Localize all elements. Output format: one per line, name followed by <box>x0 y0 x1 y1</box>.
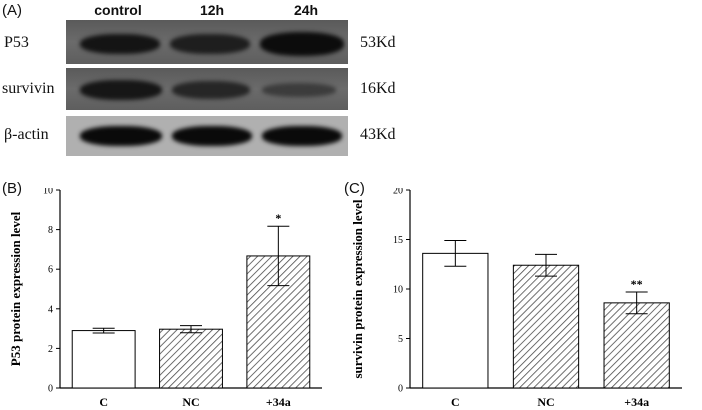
y-tick-label: 0 <box>398 384 403 395</box>
y-tick-label: 0 <box>48 384 53 395</box>
y-tick-label: 5 <box>398 334 403 345</box>
protein-label-survivin: survivin <box>2 80 55 97</box>
x-tick-label: +34a <box>266 395 291 409</box>
lane-label-24h: 24h <box>293 2 319 18</box>
size-label-survivin: 16Kd <box>360 80 396 97</box>
x-tick-label: +34a <box>624 395 649 409</box>
chart-p53: P53 protein expression level 0 2 4 6 8 10 C NC * +… <box>8 188 322 409</box>
y-tick-label: 4 <box>48 304 53 315</box>
band-p53-12h <box>170 34 250 54</box>
band-beta-actin-control <box>80 126 162 146</box>
y-tick-label: 20 <box>393 188 403 197</box>
y-axis-label: survivin protein expression level <box>350 199 365 378</box>
blot-strip-survivin <box>66 68 348 110</box>
significance-marker: * <box>275 211 281 225</box>
band-survivin-12h <box>172 81 250 99</box>
bar-34a <box>603 302 670 389</box>
bar-c <box>71 330 136 389</box>
y-tick-label: 6 <box>48 265 53 276</box>
blot-strip-p53 <box>66 20 348 64</box>
protein-label-beta-actin: β-actin <box>4 126 49 143</box>
protein-label-p53: P53 <box>4 34 29 51</box>
band-survivin-control <box>80 80 162 100</box>
x-tick-label: C <box>99 395 108 409</box>
lane-label-12h: 12h <box>199 2 225 18</box>
size-label-p53: 53Kd <box>360 34 396 51</box>
band-p53-24h <box>260 32 344 56</box>
blot-strip-beta-actin <box>66 116 348 156</box>
y-tick-label: 10 <box>393 285 403 296</box>
panel-a-tag: (A) <box>2 2 22 19</box>
panel-b-tag: (B) <box>2 180 22 197</box>
y-tick-label: 15 <box>393 235 403 246</box>
x-tick-label: C <box>451 395 460 409</box>
bar-nc <box>512 264 580 389</box>
y-tick-label: 2 <box>48 344 53 355</box>
size-label-beta-actin: 43Kd <box>360 126 396 143</box>
y-tick-label: 10 <box>43 188 53 197</box>
bar-c <box>422 252 489 389</box>
x-tick-label: NC <box>182 395 199 409</box>
significance-marker: ** <box>631 277 643 291</box>
y-tick-label: 8 <box>48 225 53 236</box>
band-beta-actin-24h <box>262 126 342 146</box>
band-p53-control <box>80 34 160 54</box>
y-axis-label: P53 protein expression level <box>8 211 23 366</box>
bar-nc <box>159 328 223 389</box>
panel-c-tag: (C) <box>344 180 365 197</box>
lane-label-control: control <box>94 2 142 18</box>
x-tick-label: NC <box>537 395 554 409</box>
chart-survivin: survivin protein expression level 0 5 10 15 2… <box>350 188 682 409</box>
band-beta-actin-12h <box>172 126 252 146</box>
band-survivin-24h <box>262 83 336 97</box>
